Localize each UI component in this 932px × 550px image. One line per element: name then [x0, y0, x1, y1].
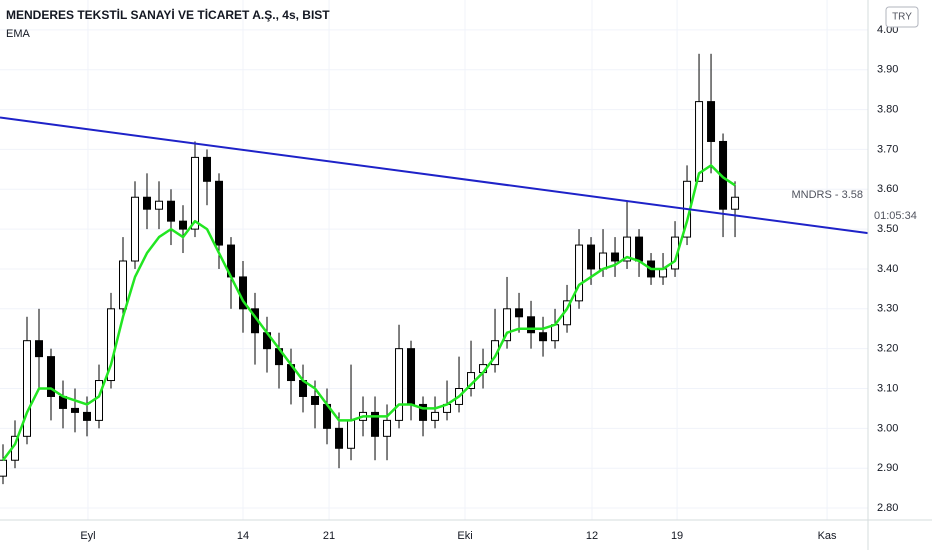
candle-body	[71, 407, 80, 413]
candle-body	[623, 236, 632, 262]
y-tick-label: 3.20	[877, 343, 898, 355]
candle-body	[203, 156, 212, 182]
candle-body	[371, 411, 380, 437]
candle-body	[191, 156, 200, 230]
candle-body	[383, 419, 392, 437]
candle-body	[0, 459, 8, 477]
y-tick-label: 2.90	[877, 462, 898, 474]
currency-label: TRY	[892, 12, 912, 23]
last-price-label: MNDRS - 3.58	[791, 189, 863, 201]
candle-body	[95, 380, 104, 421]
currency-button[interactable]	[885, 6, 919, 28]
y-tick-label: 3.10	[877, 382, 898, 394]
candle-body	[491, 340, 500, 366]
candle-body	[551, 324, 560, 342]
ema-line	[2, 164, 736, 461]
candle-body	[575, 244, 584, 302]
candle-body	[347, 419, 356, 449]
y-tick-label: 3.60	[877, 183, 898, 195]
candle-body	[587, 244, 596, 270]
plot	[0, 53, 869, 485]
y-tick-label: 3.50	[877, 223, 898, 235]
grid	[0, 0, 868, 520]
trend-line	[0, 116, 869, 235]
x-tick-label: 21	[323, 530, 335, 542]
candle-body	[395, 348, 404, 421]
candle-body	[515, 308, 524, 318]
candle-body	[131, 196, 140, 262]
candle-body	[527, 316, 536, 334]
countdown: 01:05:34	[874, 210, 917, 222]
axes: 2.80 2.90 3.00 3.10 3.20 3.30 3.40 3.50 3.60 3.70…	[80, 24, 917, 542]
candle-body	[695, 101, 704, 182]
y-tick-label: 3.40	[877, 263, 898, 275]
chart-title: MENDERES TEKSTİL SANAYİ VE TİCARET A.Ş.,…	[6, 7, 330, 22]
candle-body	[599, 252, 608, 270]
x-tick-label: 14	[237, 530, 249, 542]
candle-body	[431, 411, 440, 421]
y-tick-label: 4.00	[877, 24, 898, 36]
x-tick-label: 19	[671, 530, 683, 542]
indicator-label: EMA	[6, 28, 31, 40]
candle-body	[707, 101, 716, 142]
y-tick-label: 3.00	[877, 422, 898, 434]
candle-body	[23, 340, 32, 437]
candle-body	[419, 403, 428, 421]
x-tick-label: Eki	[457, 530, 472, 542]
candle-body	[47, 356, 56, 397]
candle-body	[611, 252, 620, 262]
x-tick-label: Eyl	[80, 530, 95, 542]
candle-body	[539, 332, 548, 342]
y-tick-label: 3.30	[877, 303, 898, 315]
candle-body	[335, 427, 344, 449]
time-axis-bg	[0, 520, 932, 550]
candle-body	[83, 411, 92, 421]
candle-body	[503, 308, 512, 342]
candle-body	[119, 260, 128, 310]
candle-body	[635, 236, 644, 262]
candle-body	[167, 200, 176, 222]
y-tick-label: 2.80	[877, 502, 898, 514]
candle-body	[179, 220, 188, 230]
price-axis-bg	[868, 0, 932, 550]
candle-body	[731, 196, 740, 210]
candle-body	[155, 200, 164, 210]
x-tick-label: 12	[586, 530, 598, 542]
candle-body	[35, 340, 44, 358]
y-tick-label: 3.70	[877, 143, 898, 155]
candle-body	[407, 348, 416, 405]
y-tick-label: 3.80	[877, 103, 898, 115]
candle-body	[311, 395, 320, 405]
candle-body	[107, 308, 116, 382]
y-tick-label: 3.90	[877, 64, 898, 76]
x-tick-label: Kas	[818, 530, 837, 542]
candle-body	[215, 180, 224, 246]
candle-body	[143, 196, 152, 210]
